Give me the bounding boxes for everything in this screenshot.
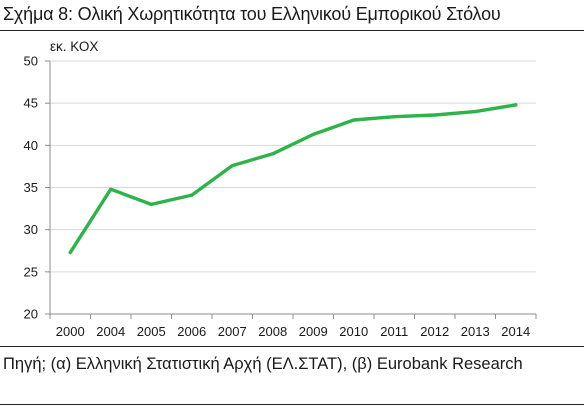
data-point-2013 [473, 110, 477, 114]
y-tick-label-30: 30 [24, 222, 38, 237]
series-layer [68, 103, 518, 255]
tick-labels: 20 25 30 35 40 45 50 2000 2004 2005 2006 2007 2008 20… [24, 54, 531, 340]
data-point-2010 [352, 118, 356, 122]
footer-divider [0, 404, 584, 405]
data-point-2000 [68, 250, 72, 255]
x-tick-label-2012: 2012 [420, 324, 449, 339]
chart-divider [0, 346, 584, 347]
x-tick-label-2014: 2014 [501, 324, 530, 339]
x-tick-label-2007: 2007 [218, 324, 247, 339]
x-tick-label-2010: 2010 [339, 324, 368, 339]
data-point-2011 [392, 115, 396, 119]
x-tick-label-2006: 2006 [177, 324, 206, 339]
y-tick-label-50: 50 [24, 54, 38, 69]
line-chart: 20 25 30 35 40 45 50 2000 2004 2005 2006 2007 2008 20… [24, 39, 537, 340]
grid-lines [50, 60, 536, 273]
x-tick-label-2009: 2009 [299, 324, 328, 339]
x-tick-label-2013: 2013 [461, 324, 490, 339]
series-line-0 [68, 103, 518, 255]
y-axis-label: εκ. ΚΟΧ [50, 39, 98, 54]
figure-title: Σχήμα 8: Ολική Χωρητικότητα του Ελληνικο… [3, 4, 501, 24]
data-point-2012 [433, 113, 437, 117]
y-tick-label-20: 20 [24, 307, 38, 322]
title-divider [0, 30, 584, 31]
x-tick-label-2011: 2011 [380, 324, 408, 339]
data-point-2005 [149, 202, 153, 206]
data-point-2014 [514, 103, 518, 107]
axes [45, 60, 537, 319]
y-tick-label-45: 45 [24, 96, 38, 111]
x-tick-label-2004: 2004 [96, 324, 125, 339]
x-tick-label-2008: 2008 [258, 324, 287, 339]
data-point-2008 [271, 152, 275, 156]
data-point-2006 [190, 193, 194, 197]
y-tick-label-25: 25 [24, 264, 38, 279]
data-point-2004 [109, 187, 113, 191]
data-point-2007 [230, 163, 234, 168]
data-point-2009 [311, 132, 315, 136]
y-tick-label-35: 35 [24, 180, 38, 195]
x-tick-label-2005: 2005 [137, 324, 166, 339]
x-tick-label-2000: 2000 [56, 324, 85, 339]
y-tick-label-40: 40 [24, 138, 38, 153]
source-note: Πηγή; (α) Ελληνική Στατιστική Αρχή (ΕΛ.Σ… [3, 355, 523, 373]
